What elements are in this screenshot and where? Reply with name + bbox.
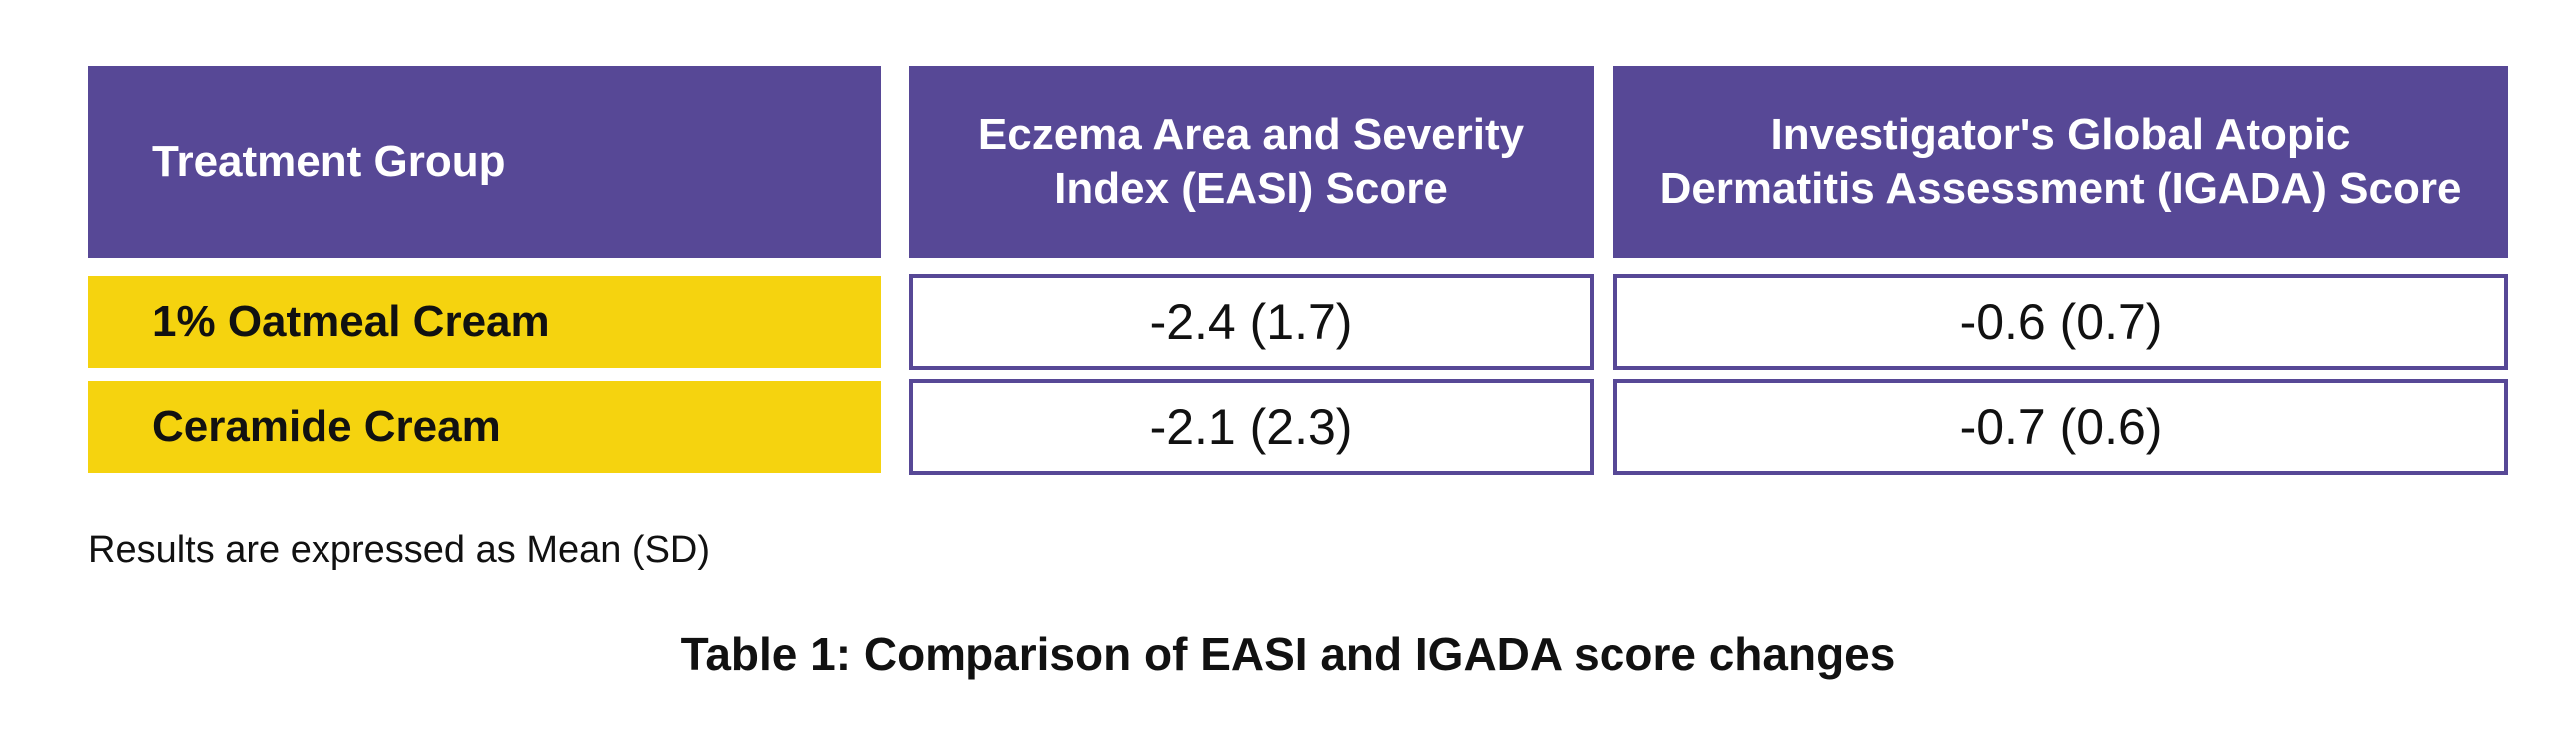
group-label: 1% Oatmeal Cream (152, 297, 550, 346)
header-easi-line-2: Index (EASI) Score (1054, 164, 1448, 213)
table-cell-easi-ceramide: -2.1 (2.3) (909, 379, 1594, 475)
igada-value: -0.6 (0.7) (1959, 294, 2163, 350)
table-cell-easi-oatmeal: -2.4 (1.7) (909, 274, 1594, 370)
header-igada-line-2: Dermatitis Assessment (IGADA) Score (1659, 164, 2462, 213)
group-label: Ceramide Cream (152, 402, 501, 451)
header-treatment-group-label: Treatment Group (152, 137, 506, 186)
easi-value: -2.1 (2.3) (1149, 399, 1353, 455)
igada-value: -0.7 (0.6) (1959, 399, 2163, 455)
header-igada-score: Investigator's Global Atopic Dermatitis … (1613, 66, 2508, 258)
table-row-group-oatmeal: 1% Oatmeal Cream (88, 276, 881, 368)
header-treatment-group: Treatment Group (88, 66, 881, 258)
easi-value: -2.4 (1.7) (1149, 294, 1353, 350)
table-note: Results are expressed as Mean (SD) (88, 529, 711, 571)
table-caption: Table 1: Comparison of EASI and IGADA sc… (680, 628, 1896, 680)
header-igada-label: Investigator's Global Atopic Dermatitis … (1660, 108, 2462, 216)
header-easi-label: Eczema Area and Severity Index (EASI) Sc… (978, 108, 1524, 216)
table-cell-igada-ceramide: -0.7 (0.6) (1613, 379, 2508, 475)
table-row-group-ceramide: Ceramide Cream (88, 381, 881, 473)
header-easi-score: Eczema Area and Severity Index (EASI) Sc… (909, 66, 1594, 258)
table-cell-igada-oatmeal: -0.6 (0.7) (1613, 274, 2508, 370)
header-igada-line-1: Investigator's Global Atopic (1770, 110, 2351, 159)
header-easi-line-1: Eczema Area and Severity (977, 110, 1525, 159)
